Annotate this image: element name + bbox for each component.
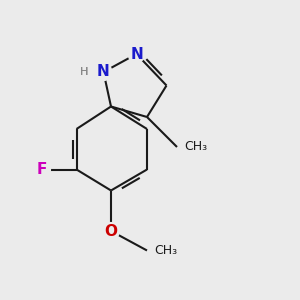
Text: O: O (104, 224, 118, 238)
Circle shape (34, 161, 50, 178)
Text: F: F (37, 162, 47, 177)
Circle shape (103, 223, 119, 239)
Circle shape (76, 64, 92, 80)
Circle shape (95, 64, 112, 80)
Text: CH₃: CH₃ (184, 140, 208, 154)
Text: N: N (97, 64, 110, 80)
Text: CH₃: CH₃ (154, 244, 178, 257)
Circle shape (128, 46, 145, 62)
Text: H: H (80, 67, 88, 77)
Text: H: H (80, 67, 88, 77)
Text: N: N (130, 46, 143, 62)
